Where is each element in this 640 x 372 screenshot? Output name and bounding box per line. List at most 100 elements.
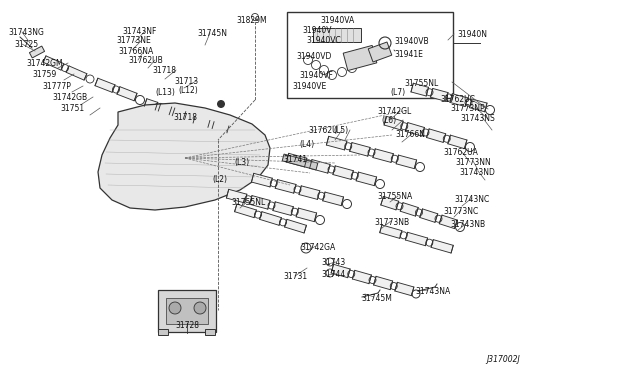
Polygon shape xyxy=(381,196,399,210)
Polygon shape xyxy=(158,329,168,335)
Polygon shape xyxy=(310,160,330,173)
Polygon shape xyxy=(373,149,394,163)
Polygon shape xyxy=(29,46,45,58)
Polygon shape xyxy=(431,240,453,253)
Polygon shape xyxy=(333,166,353,179)
Polygon shape xyxy=(252,173,272,187)
Text: 31725: 31725 xyxy=(14,40,38,49)
Bar xyxy=(158,290,216,332)
Text: 31743NA: 31743NA xyxy=(415,287,451,296)
Polygon shape xyxy=(420,209,438,222)
Text: 31742GM: 31742GM xyxy=(26,59,63,68)
Text: 31777P: 31777P xyxy=(42,82,71,91)
Text: 31728: 31728 xyxy=(175,321,199,330)
Text: 31940VB: 31940VB xyxy=(394,37,429,46)
Polygon shape xyxy=(296,208,317,222)
Circle shape xyxy=(217,100,225,108)
Text: 31755NL: 31755NL xyxy=(404,79,438,88)
Text: 31940VA: 31940VA xyxy=(320,16,355,25)
Polygon shape xyxy=(396,155,417,169)
Text: 31743NC: 31743NC xyxy=(454,195,489,204)
Text: (L13): (L13) xyxy=(155,88,175,97)
Bar xyxy=(166,298,208,324)
Text: 31744: 31744 xyxy=(321,270,345,279)
Polygon shape xyxy=(356,172,376,186)
Text: 31940N: 31940N xyxy=(457,30,487,39)
Text: 31743: 31743 xyxy=(321,258,345,267)
Polygon shape xyxy=(260,212,282,225)
Polygon shape xyxy=(427,129,445,142)
Polygon shape xyxy=(275,180,296,193)
Polygon shape xyxy=(431,89,448,101)
Text: 31743NF: 31743NF xyxy=(122,27,156,36)
Polygon shape xyxy=(299,186,320,199)
Circle shape xyxy=(194,302,206,314)
Polygon shape xyxy=(439,215,457,229)
Polygon shape xyxy=(323,192,344,206)
Text: J317002J: J317002J xyxy=(486,355,520,364)
Text: 31743NS: 31743NS xyxy=(460,114,495,123)
Text: (L5): (L5) xyxy=(333,126,348,135)
Text: (L7): (L7) xyxy=(390,88,405,97)
Text: 31713: 31713 xyxy=(174,77,198,86)
Text: 31762U: 31762U xyxy=(308,126,338,135)
Circle shape xyxy=(169,302,181,314)
Polygon shape xyxy=(227,189,247,203)
Polygon shape xyxy=(331,264,350,278)
Polygon shape xyxy=(313,28,361,42)
Text: 31773NC: 31773NC xyxy=(443,207,478,216)
Polygon shape xyxy=(470,99,487,112)
Text: 31745M: 31745M xyxy=(361,294,392,303)
Polygon shape xyxy=(117,87,137,101)
Polygon shape xyxy=(205,329,215,335)
Polygon shape xyxy=(368,42,392,62)
Text: 31718: 31718 xyxy=(173,113,197,122)
Text: 31731: 31731 xyxy=(283,272,307,281)
Text: 31940VD: 31940VD xyxy=(296,52,332,61)
Polygon shape xyxy=(172,108,186,119)
Polygon shape xyxy=(212,122,229,133)
Text: 31773NE: 31773NE xyxy=(116,36,151,45)
Polygon shape xyxy=(285,219,307,233)
Text: 31940VF: 31940VF xyxy=(299,71,333,80)
Text: 31759: 31759 xyxy=(32,70,56,79)
Polygon shape xyxy=(343,45,377,71)
Text: 31773NB: 31773NB xyxy=(374,218,409,227)
Text: 31743NB: 31743NB xyxy=(450,220,485,229)
Text: (L3): (L3) xyxy=(234,158,249,167)
Polygon shape xyxy=(235,204,257,218)
Text: 31940V: 31940V xyxy=(302,26,332,35)
Text: 31762UA: 31762UA xyxy=(443,148,478,157)
Text: (L4): (L4) xyxy=(299,140,314,149)
Polygon shape xyxy=(286,153,307,167)
Text: 31718: 31718 xyxy=(152,66,176,75)
Text: 31743ND: 31743ND xyxy=(459,168,495,177)
Polygon shape xyxy=(395,282,414,296)
Polygon shape xyxy=(250,196,270,209)
Polygon shape xyxy=(405,123,424,136)
Polygon shape xyxy=(448,135,467,149)
Polygon shape xyxy=(43,56,64,70)
Polygon shape xyxy=(273,202,293,215)
Polygon shape xyxy=(66,66,87,80)
Polygon shape xyxy=(326,137,347,150)
Text: 31940VC: 31940VC xyxy=(306,36,340,45)
Text: (L2): (L2) xyxy=(212,175,227,184)
Polygon shape xyxy=(98,103,270,210)
Polygon shape xyxy=(374,276,392,290)
Text: 31751: 31751 xyxy=(60,104,84,113)
Text: (L12): (L12) xyxy=(178,86,198,95)
Text: 31762UB: 31762UB xyxy=(128,56,163,65)
Polygon shape xyxy=(193,116,210,127)
Polygon shape xyxy=(384,116,403,130)
Text: 31941E: 31941E xyxy=(394,50,423,59)
Text: (L6): (L6) xyxy=(381,116,396,125)
Polygon shape xyxy=(353,270,371,284)
Polygon shape xyxy=(380,225,402,238)
Text: 31742GB: 31742GB xyxy=(52,93,87,102)
Text: 31745N: 31745N xyxy=(197,29,227,38)
Text: 31940VE: 31940VE xyxy=(292,82,326,91)
Text: 31742GL: 31742GL xyxy=(377,107,412,116)
Polygon shape xyxy=(282,154,318,170)
Text: 31766NA: 31766NA xyxy=(118,47,153,56)
